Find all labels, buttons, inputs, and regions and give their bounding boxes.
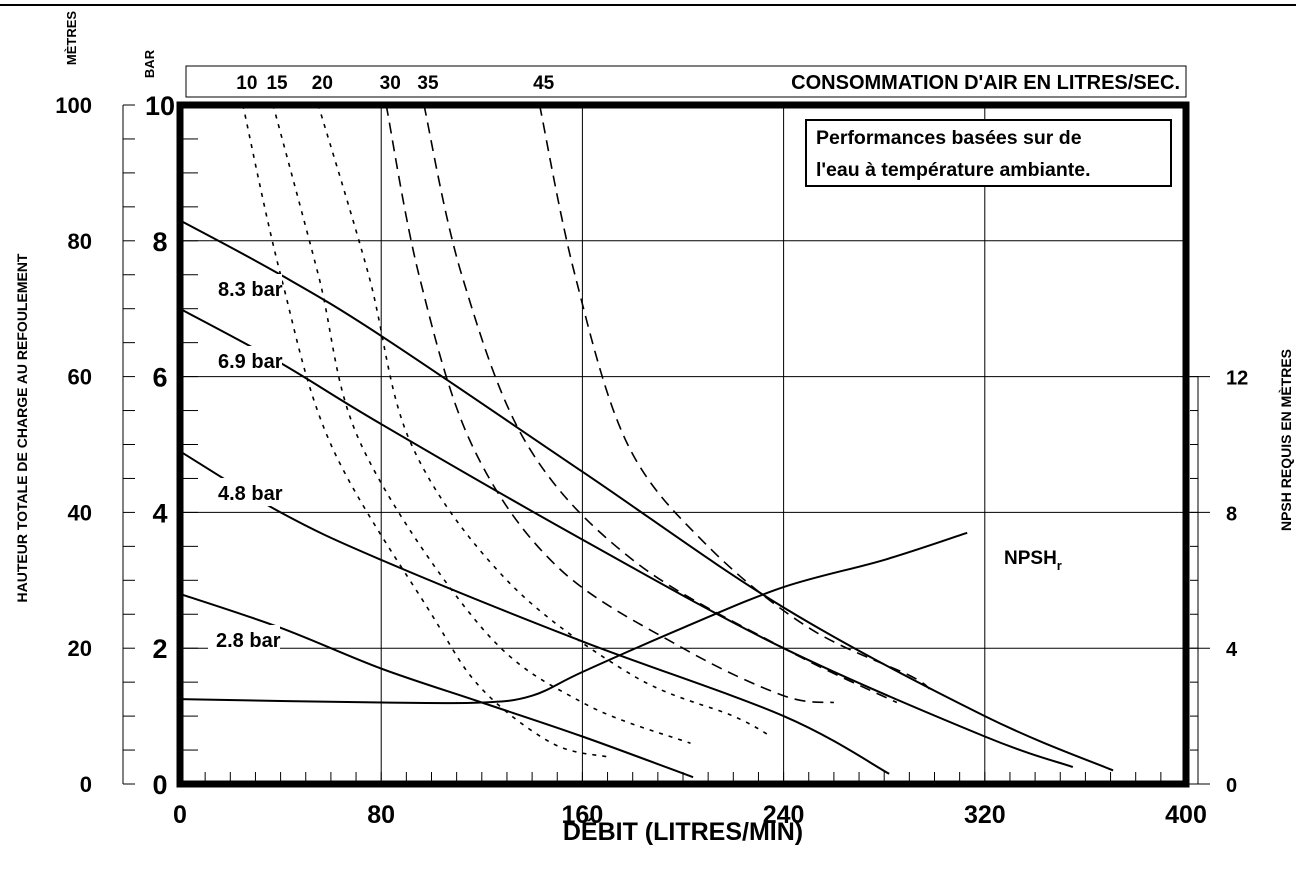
x-tick-80: 80 xyxy=(367,801,395,829)
y-right-tick-0: 0 xyxy=(1226,775,1237,797)
air-axis-label: CONSOMMATION D'AIR EN LITRES/SEC. xyxy=(791,72,1180,94)
label-8-3-bar: 8.3 bar xyxy=(218,279,283,301)
x-tick-320: 320 xyxy=(964,801,1006,829)
y-right-axis-label: NPSH REQUIS EN MÈTRES xyxy=(1278,349,1294,531)
air-label-15: 15 xyxy=(266,73,288,94)
air-consumption-labels: 10 15 20 30 35 45 xyxy=(236,73,554,94)
air-label-30: 30 xyxy=(380,73,401,94)
air-curve-35 xyxy=(423,104,898,704)
y-right-tick-4: 4 xyxy=(1226,639,1238,661)
label-4-8-bar: 4.8 bar xyxy=(218,483,283,505)
npsh-curve xyxy=(179,531,968,705)
label-bg xyxy=(210,346,282,374)
air-label-10: 10 xyxy=(236,73,257,94)
y-right-tick-labels: 0 4 8 12 xyxy=(1226,368,1248,797)
air-label-20: 20 xyxy=(312,73,333,94)
y-bar-tick-6: 6 xyxy=(152,363,167,393)
y-axis-label: HAUTEUR TOTALE DE CHARGE AU REFOULEMENT xyxy=(14,253,30,602)
x-tick-400: 400 xyxy=(1165,801,1207,829)
air-curve-20 xyxy=(317,104,772,738)
y-right-tick-8: 8 xyxy=(1226,503,1237,525)
plot-frame xyxy=(176,101,1190,788)
y-bar-unit-label: BAR xyxy=(142,49,157,78)
pressure-curves xyxy=(179,219,1114,779)
label-bg xyxy=(210,478,282,506)
air-curve-45 xyxy=(538,104,930,690)
y-meters-tick-60: 60 xyxy=(68,365,92,390)
label-bg xyxy=(210,274,282,302)
y-bar-tick-4: 4 xyxy=(152,498,167,528)
air-curve-15 xyxy=(272,104,691,745)
x-tick-labels: 0 80 160 240 320 400 xyxy=(173,801,1207,829)
y-bar-tick-8: 8 xyxy=(152,227,167,257)
y-meters-unit-label: MÈTRES xyxy=(64,11,79,66)
npsh-label-main: NPSH xyxy=(1004,548,1057,569)
label-6-9-bar: 6.9 bar xyxy=(218,351,283,373)
npsh-label-sub: r xyxy=(1057,558,1062,573)
curve-4-8-bar xyxy=(179,450,890,775)
y-meters-tick-0: 0 xyxy=(80,772,92,797)
x-tick-160: 160 xyxy=(562,801,604,829)
y-meters-tick-20: 20 xyxy=(68,636,92,661)
y-meters-tick-80: 80 xyxy=(68,229,92,254)
npsh-label: NPSHr xyxy=(1004,548,1062,573)
air-label-45: 45 xyxy=(533,73,555,94)
pressure-curve-labels: 8.3 bar 6.9 bar 4.8 bar 2.8 bar xyxy=(208,274,283,653)
label-bg xyxy=(208,625,280,653)
x-axis-label: DÉBIT (LITRES/MIN) xyxy=(563,817,803,846)
x-tick-240: 240 xyxy=(763,801,805,829)
y-meters-tick-100: 100 xyxy=(55,93,92,118)
note-box xyxy=(805,119,1172,187)
air-curve-30 xyxy=(385,104,835,704)
x-tick-0: 0 xyxy=(173,801,187,829)
curve-8-3-bar xyxy=(179,219,1114,772)
y-bar-tick-10: 10 xyxy=(145,91,175,121)
note-line-2: l'eau à température ambiante. xyxy=(816,159,1091,181)
curve-2-8-bar xyxy=(179,592,694,779)
y-right-tick-12: 12 xyxy=(1226,368,1248,390)
y-bar-tick-labels: 0 2 4 6 8 10 xyxy=(145,91,175,800)
y-meters-tick-40: 40 xyxy=(68,500,92,525)
label-2-8-bar: 2.8 bar xyxy=(216,630,281,652)
y-bar-tick-2: 2 xyxy=(152,634,167,664)
curve-6-9-bar xyxy=(179,307,1074,768)
minor-ticks xyxy=(123,104,1210,785)
npsh-curve-group xyxy=(179,531,968,705)
air-consumption-bar xyxy=(185,65,1187,98)
air-label-35: 35 xyxy=(417,73,439,94)
y-bar-tick-0: 0 xyxy=(152,770,167,800)
note-line-1: Performances basées sur de xyxy=(816,127,1082,149)
y-meters-tick-labels: 0 20 40 60 80 100 xyxy=(55,93,92,797)
air-curve-10 xyxy=(242,104,608,758)
air-consumption-curves xyxy=(242,104,930,758)
